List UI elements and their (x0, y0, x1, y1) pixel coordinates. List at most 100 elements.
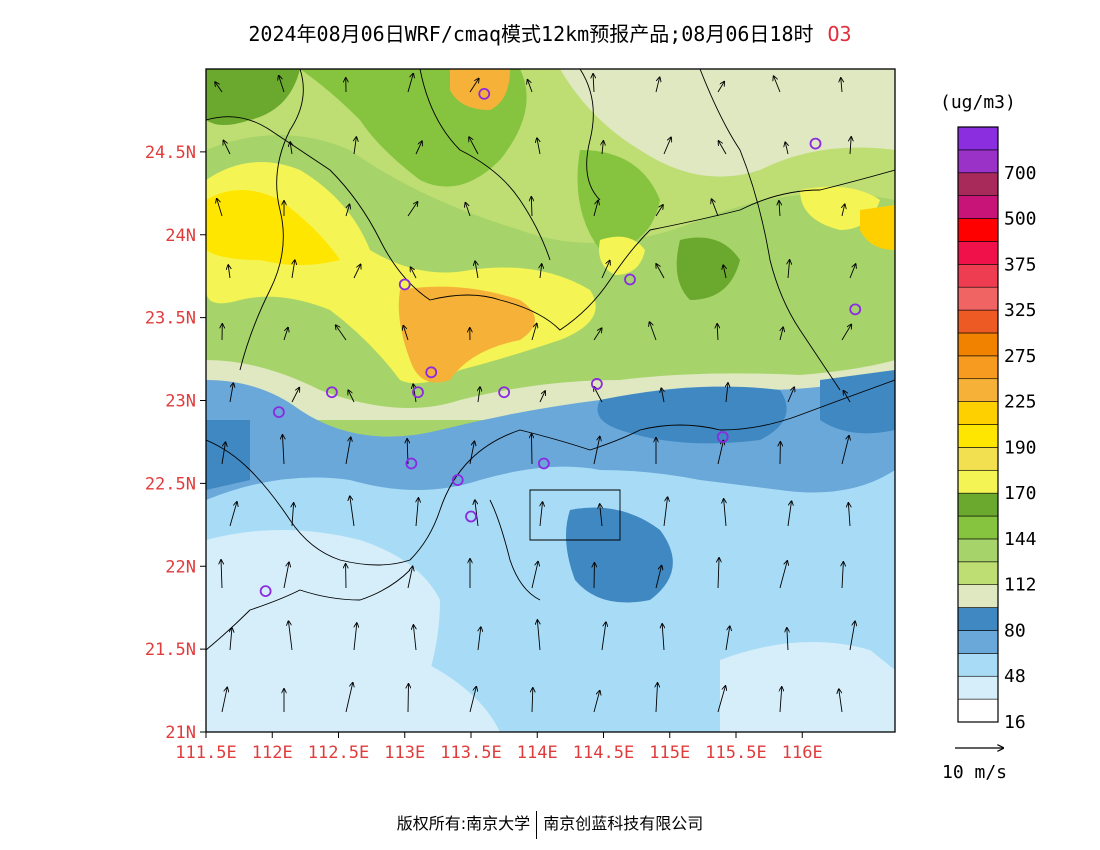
map-title: 2024年08月06日WRF/cmaq模式12km预报产品;08月06日18时 O… (0, 18, 1100, 47)
wind-arrow (407, 74, 413, 93)
wind-arrow (413, 625, 416, 651)
wind-arrow (600, 504, 602, 527)
y-tick-label: 21N (165, 723, 196, 743)
legend-swatch (957, 195, 999, 219)
wind-arrow (230, 628, 232, 651)
legend-swatch (957, 515, 999, 540)
wind-arrow (712, 199, 719, 217)
wind-arrow (717, 441, 723, 465)
wind-arrow (478, 387, 480, 403)
legend-swatch (957, 286, 999, 311)
x-axis: 111.5E 112E 112.5E 113E 113.5E 114E 114.5E 115E… (175, 732, 823, 763)
wind-arrow (221, 442, 225, 465)
y-axis: 21N 21.5N 22N 22.5N 23N 23.5N 24N 24.5N (145, 143, 206, 743)
station-marker (412, 386, 424, 399)
wind-arrow (662, 624, 664, 651)
station-marker (849, 303, 862, 316)
y-tick-label: 22.5N (145, 474, 196, 494)
station-marker (259, 585, 272, 598)
station-marker (272, 406, 285, 419)
wind-arrow (345, 205, 350, 217)
wind-arrow (779, 201, 780, 217)
wind-arrow (779, 561, 787, 589)
station-marker (405, 457, 418, 470)
wind-arrow (593, 74, 594, 93)
wind-arrow (291, 388, 299, 403)
wind-arrow (407, 202, 418, 217)
wind-arrow (465, 203, 471, 217)
station-marker (478, 87, 491, 100)
wind-arrow (228, 265, 230, 279)
wind-arrow (602, 141, 603, 155)
x-tick-label: 114E (517, 743, 558, 763)
wind-arrow (723, 265, 726, 279)
wind-arrow (475, 261, 478, 279)
wind-arrow (531, 434, 532, 465)
legend-swatch (957, 241, 999, 265)
wind-arrow (531, 197, 532, 217)
legend-swatch (957, 469, 999, 494)
station-marker (398, 278, 411, 291)
station-marker (716, 431, 729, 443)
wind-arrow (717, 324, 718, 341)
species-label: O3 (827, 22, 852, 46)
wind-arrow (411, 267, 417, 279)
wind-arrow (718, 558, 719, 589)
wind-arrow (656, 683, 658, 713)
legend-label: 500 (1004, 209, 1037, 230)
legend-label: 190 (1004, 437, 1037, 458)
legend-label: 700 (1004, 163, 1037, 184)
wind-arrow (724, 499, 726, 527)
wind-arrow (540, 264, 542, 279)
wind-arrow (345, 683, 353, 713)
wind-arrow (229, 383, 233, 403)
wind-arrow (601, 261, 610, 279)
wind-arrow (469, 137, 479, 155)
station-markers (259, 87, 862, 598)
wind-arrow (780, 687, 782, 713)
wind-arrow (787, 387, 794, 403)
wind-arrow (528, 80, 533, 93)
wind-arrow (655, 77, 660, 93)
wind-arrow (841, 436, 849, 465)
wind-arrow (726, 383, 728, 403)
wind-arrow (279, 76, 285, 93)
wind-arrow (292, 503, 294, 527)
wind-arrow (537, 138, 540, 155)
wind-arrow (223, 141, 231, 155)
wind-arrow (354, 137, 356, 155)
wind-arrow (532, 688, 533, 713)
station-marker (451, 474, 464, 486)
wind-arrow (593, 691, 600, 713)
wind-arrow (292, 260, 295, 279)
x-tick-label: 115E (649, 743, 690, 763)
y-tick-label: 22N (165, 557, 196, 577)
x-tick-label: 116E (782, 743, 823, 763)
wind-arrow (593, 437, 600, 465)
wind-arrow (839, 689, 843, 713)
legend-label: 375 (1004, 254, 1037, 275)
legend-swatch (957, 172, 999, 196)
x-tick-label: 111.5E (175, 743, 236, 763)
legend-label: 16 (1004, 712, 1026, 733)
legend-swatch (957, 698, 999, 723)
wind-arrow (475, 500, 479, 527)
wind-arrow (850, 137, 851, 155)
copyright-footer: 版权所有:南京大学 南京创蓝科技有限公司 (0, 810, 1100, 839)
wind-arrow (407, 566, 413, 589)
wind-arrow (221, 688, 227, 713)
legend-frame (957, 126, 999, 723)
wind-vectors (215, 74, 856, 713)
wind-arrow (717, 82, 724, 93)
wind-arrow (655, 205, 663, 217)
legend-label: 170 (1004, 483, 1037, 504)
title-text: 2024年08月06日WRF/cmaq模式12km预报产品;08月06日18时 (248, 22, 814, 46)
wind-arrow (849, 264, 856, 279)
wind-arrow (663, 497, 668, 527)
wind-arrow (593, 201, 598, 217)
wind-arrow (848, 503, 850, 527)
wind-arrow (719, 141, 727, 155)
station-marker (624, 273, 636, 286)
x-tick-label: 112E (252, 743, 293, 763)
station-marker (465, 510, 477, 523)
